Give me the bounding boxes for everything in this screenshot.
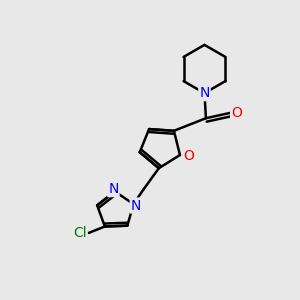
Text: O: O: [231, 106, 242, 120]
Text: N: N: [108, 182, 118, 196]
Text: N: N: [131, 199, 141, 212]
Text: N: N: [199, 86, 210, 100]
Text: Cl: Cl: [73, 226, 87, 240]
Text: O: O: [183, 149, 194, 164]
